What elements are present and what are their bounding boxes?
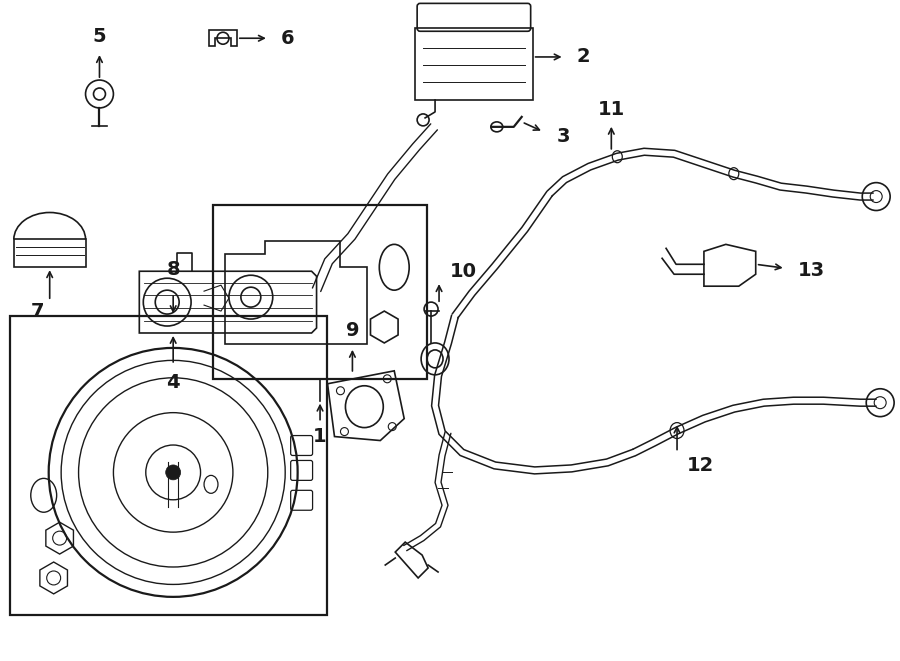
Text: 12: 12 bbox=[687, 456, 715, 475]
Text: 11: 11 bbox=[598, 100, 625, 120]
Text: 5: 5 bbox=[93, 26, 106, 46]
Text: 10: 10 bbox=[450, 262, 477, 281]
Text: 7: 7 bbox=[31, 301, 44, 321]
Text: 6: 6 bbox=[281, 28, 294, 48]
Text: 1: 1 bbox=[313, 427, 327, 446]
Bar bbox=[415, 28, 533, 100]
Bar bbox=[14, 239, 86, 267]
Text: 9: 9 bbox=[346, 321, 359, 340]
Bar bbox=[10, 316, 327, 615]
Text: 13: 13 bbox=[797, 260, 824, 280]
Text: 4: 4 bbox=[166, 373, 180, 392]
Circle shape bbox=[166, 465, 181, 480]
Text: 2: 2 bbox=[577, 48, 590, 67]
Text: 3: 3 bbox=[556, 128, 570, 146]
Text: 8: 8 bbox=[166, 260, 180, 279]
Bar bbox=[213, 204, 428, 379]
